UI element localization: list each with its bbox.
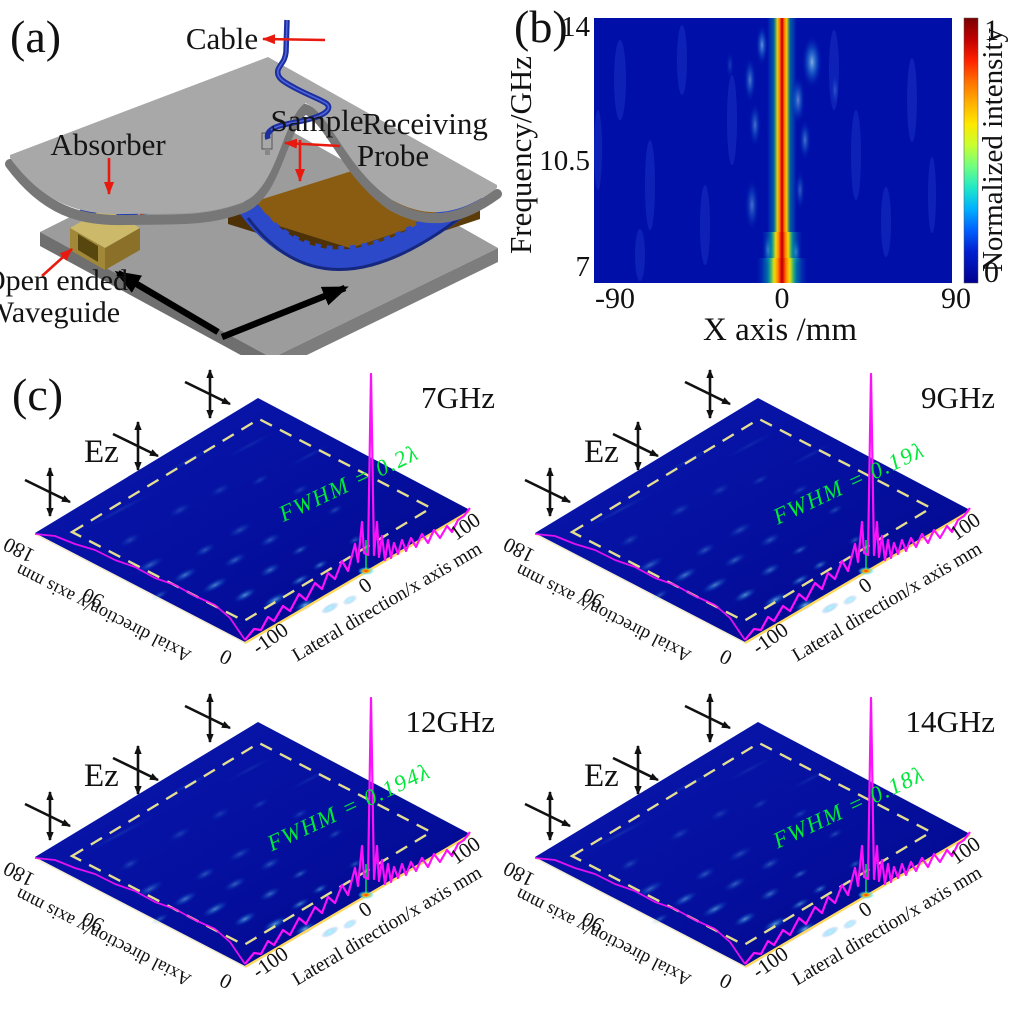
receiving-probe-label-line1: Receiving [362,106,488,141]
ez-field-label: Ez [84,758,119,794]
subplot-title: 14GHz [905,704,995,739]
ytick-180: 180 [0,532,38,568]
sample-label: Sample [271,103,364,138]
xtick-neg90: -90 [595,282,635,315]
ytick-180: 180 [500,856,538,892]
xtick-0: 0 [354,572,376,598]
central-intensity-ridge [757,18,807,283]
ytick-14: 14 [561,11,591,43]
polarization-arrows-icon [25,468,70,516]
ez-field-label: Ez [84,434,119,470]
surface-plot-12ghz: 12GHz FWHM = 0.194λ Ez 180 90 0 Axial di… [0,684,495,994]
ytick-180: 180 [500,532,538,568]
polarization-arrows-icon [185,370,230,418]
subplot-title: 9GHz [921,380,995,415]
waveguide-label-line1: Open ended [0,264,128,297]
annotation-arrows [41,34,341,277]
absorber-label: Absorber [50,127,166,162]
panel-a-tag: (a) [10,11,61,62]
polarization-arrows-icon [25,792,70,840]
ytick-0: 0 [216,968,236,994]
xtick-0: 0 [854,896,876,922]
x-axis-label: X axis /mm [703,312,857,348]
panel-c-tag: (c) [12,369,64,420]
coaxial-cable [264,19,332,140]
colorbar-tick-1: 1 [984,14,999,47]
colorbar [963,17,979,284]
ytick-10-5: 10.5 [539,145,590,177]
xtick-0: 0 [354,896,376,922]
ez-field-label: Ez [584,758,619,794]
ytick-180: 180 [0,856,38,892]
subplot-title: 7GHz [421,380,495,415]
heatmap-field [594,18,952,283]
polarization-arrows-icon [525,792,570,840]
upper-plate [5,57,502,226]
y-axis-label: Frequency/GHz [503,56,538,254]
polarization-arrows-icon [685,694,730,742]
panel-a-schematic: (a) Cable Sample Receiving Probe Absorbe… [0,11,502,355]
cable-label: Cable [186,21,258,56]
ytick-0: 0 [216,644,236,670]
subplot-title: 12GHz [405,704,495,739]
surface-plot-9ghz: 9GHz FWHM = 0.19λ Ez 180 90 0 Axial dire… [500,360,995,670]
polarization-arrows-icon [185,694,230,742]
polarization-arrows-icon [525,468,570,516]
waveguide-label-line2: Waveguide [0,296,120,329]
background-streaks [594,25,936,281]
scan-direction-arrows [114,270,349,341]
xtick-90: 90 [941,282,971,315]
polarization-arrows-icon [685,370,730,418]
receiving-probe-label-line2: Probe [357,138,429,173]
panel-b-tag: (b) [514,1,568,52]
panel-b-heatmap: (b) 14 10.5 7 Frequency/GHz -90 0 90 X a… [503,1,1009,348]
ytick-7: 7 [576,251,591,283]
ez-field-label: Ez [584,434,619,470]
xtick-0: 0 [775,282,790,315]
colorbar-tick-0: 0 [984,256,999,289]
surface-plot-7ghz: 7GHz FWHM = 0.2λ Ez 180 90 0 Axial direc… [0,360,495,670]
xtick-0: 0 [854,572,876,598]
surface-plot-14ghz: 14GHz FWHM = 0.18λ Ez 180 90 0 Axial dir… [500,684,995,994]
ytick-0: 0 [716,644,736,670]
ytick-0: 0 [716,968,736,994]
colorbar-label: Normalized intensity [977,27,1009,272]
